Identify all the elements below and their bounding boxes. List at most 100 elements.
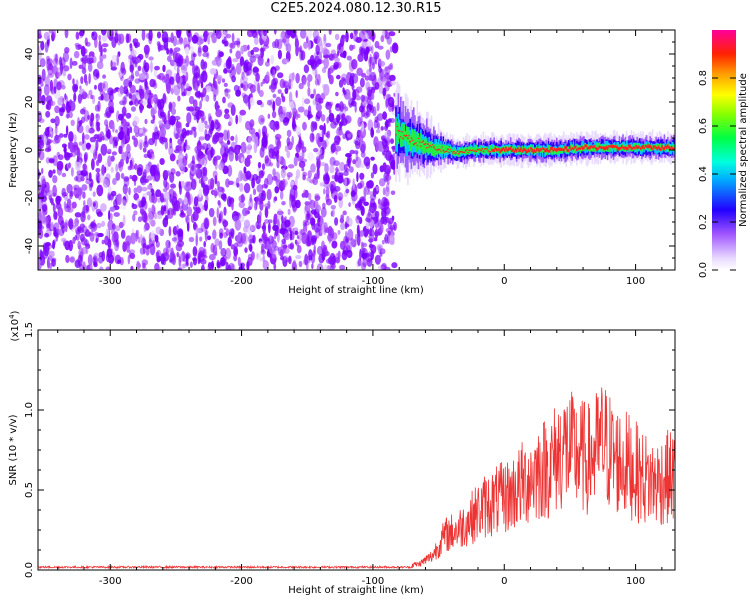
- noise-blob: [48, 30, 53, 34]
- signal-cell: [444, 144, 447, 154]
- signal-cell: [495, 148, 498, 152]
- signal-cell: [648, 144, 650, 148]
- noise-blob: [192, 76, 197, 89]
- noise-blob: [109, 206, 116, 212]
- snr-ytick-label: 0.5: [24, 482, 35, 498]
- signal-cell: [452, 150, 454, 155]
- signal-cell: [469, 149, 472, 151]
- noise-blob: [264, 203, 271, 209]
- noise-blob: [120, 172, 125, 179]
- noise-blob: [386, 36, 392, 45]
- noise-blob: [198, 188, 202, 198]
- noise-blob: [326, 116, 330, 124]
- noise-blob: [140, 208, 146, 216]
- noise-blob: [142, 147, 147, 153]
- signal-cell: [467, 147, 469, 155]
- noise-blob: [83, 205, 90, 214]
- signal-cell: [635, 146, 637, 152]
- noise-blob: [140, 234, 143, 245]
- noise-blob: [126, 151, 131, 160]
- signal-cell: [502, 147, 505, 150]
- noise-blob: [356, 171, 359, 183]
- signal-cell: [631, 147, 634, 150]
- signal-cell: [402, 122, 404, 140]
- signal-cell: [551, 148, 553, 155]
- noise-blob: [250, 123, 253, 131]
- signal-cell: [467, 152, 469, 153]
- noise-blob: [75, 229, 80, 241]
- signal-cell: [579, 147, 582, 150]
- signal-cell: [528, 149, 531, 153]
- noise-blob: [244, 59, 249, 66]
- noise-blob: [231, 64, 235, 71]
- colorbar-tick-label: 0.0: [698, 262, 709, 278]
- noise-blob: [308, 249, 313, 261]
- noise-blob: [52, 240, 56, 250]
- signal-cell: [468, 149, 471, 151]
- noise-blob: [215, 155, 221, 161]
- signal-cell: [465, 148, 467, 156]
- noise-blob: [297, 139, 305, 150]
- noise-blob: [354, 104, 357, 113]
- spectrogram-image: [38, 30, 675, 270]
- noise-blob: [196, 144, 203, 150]
- noise-blob: [157, 42, 161, 53]
- signal-cell: [409, 140, 411, 143]
- noise-blob: [359, 163, 366, 169]
- signal-cell: [433, 144, 435, 157]
- noise-blob: [359, 140, 367, 153]
- noise-blob: [38, 218, 42, 228]
- noise-blob: [154, 65, 160, 71]
- noise-blob: [105, 266, 111, 270]
- noise-blob: [279, 227, 286, 235]
- signal-cell: [449, 149, 452, 150]
- signal-cell: [524, 148, 526, 151]
- noise-blob: [258, 215, 262, 224]
- noise-blob: [140, 103, 144, 110]
- noise-blob: [240, 45, 244, 55]
- noise-blob: [81, 247, 88, 255]
- noise-blob: [257, 82, 260, 94]
- noise-blob: [310, 209, 318, 215]
- noise-blob: [106, 248, 113, 259]
- noise-blob: [157, 107, 164, 119]
- noise-blob: [51, 30, 56, 40]
- noise-blob: [313, 223, 321, 233]
- signal-cell: [415, 136, 417, 152]
- noise-blob: [256, 252, 259, 261]
- noise-blob: [369, 227, 373, 236]
- signal-cell: [595, 147, 597, 150]
- noise-blob: [338, 43, 342, 51]
- noise-blob: [277, 89, 282, 94]
- noise-blob: [126, 89, 129, 97]
- signal-cell: [472, 149, 474, 151]
- noise-blob: [169, 139, 173, 149]
- noise-blob: [142, 128, 148, 133]
- noise-blob: [239, 109, 246, 116]
- noise-blob: [325, 101, 330, 107]
- noise-blob: [98, 174, 106, 183]
- noise-blob: [134, 62, 138, 68]
- signal-cell: [561, 148, 564, 151]
- noise-blob: [69, 99, 73, 107]
- noise-blob: [110, 155, 115, 162]
- noise-blob: [52, 175, 58, 184]
- signal-cell: [573, 146, 576, 149]
- signal-cell: [610, 144, 612, 148]
- noise-blob: [199, 38, 204, 44]
- noise-blob: [226, 140, 231, 145]
- noise-blob: [169, 171, 175, 183]
- signal-cell: [556, 148, 558, 152]
- noise-blob: [254, 202, 257, 211]
- noise-blob: [273, 263, 277, 270]
- signal-cell: [414, 142, 416, 144]
- noise-blob: [155, 189, 162, 198]
- noise-blob: [363, 201, 369, 206]
- noise-blob: [362, 252, 368, 260]
- signal-cell: [589, 146, 591, 150]
- noise-blob: [306, 241, 312, 247]
- noise-blob: [115, 163, 119, 173]
- noise-blob: [292, 206, 298, 211]
- noise-blob: [102, 47, 107, 53]
- signal-cell: [482, 150, 485, 153]
